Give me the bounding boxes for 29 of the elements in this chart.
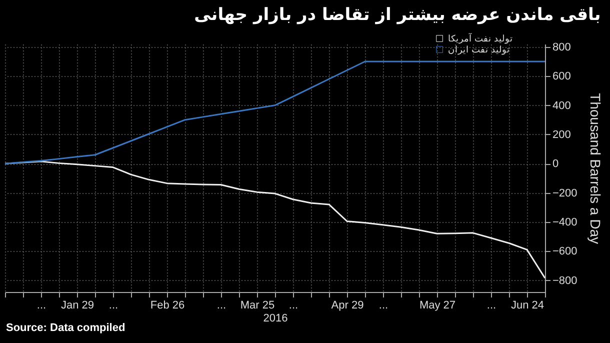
x-tick-label: ... <box>108 300 118 312</box>
x-tick-label: ... <box>378 300 388 312</box>
y-axis-title: Thousand Barrels a Day <box>587 93 604 244</box>
line-series <box>5 160 545 279</box>
x-axis-title: 2016 <box>263 312 288 324</box>
x-tick-label: Jun 24 <box>510 300 544 312</box>
x-tick-label: ... <box>486 300 496 312</box>
y-tick-label: 400 <box>552 100 571 112</box>
x-tick-label: ... <box>36 300 46 312</box>
y-tick-label: 600 <box>552 70 571 83</box>
x-tick-label: Mar 25 <box>240 300 275 312</box>
x-tick-label: Apr 29 <box>331 300 364 312</box>
y-tick-label: −800 <box>552 274 578 287</box>
x-tick-label: ... <box>216 300 226 312</box>
legend-label: تولید نفت آمریکا <box>448 32 514 44</box>
source-note: Source: Data compiled <box>6 322 126 334</box>
y-tick-label: −400 <box>552 216 578 228</box>
line-series <box>5 60 545 164</box>
y-tick-label: 0 <box>552 158 559 170</box>
y-tick-label: 800 <box>552 41 571 54</box>
y-tick-label: −200 <box>552 187 578 200</box>
y-tick-label: −600 <box>552 246 578 258</box>
x-tick-label: ... <box>288 300 298 312</box>
y-tick-label: 200 <box>552 128 571 141</box>
legend-label: تولید نفت ایران <box>448 44 510 56</box>
x-tick-label: Feb 26 <box>150 300 185 312</box>
x-tick-label: May 27 <box>419 300 456 312</box>
x-tick-label: Jan 29 <box>60 300 94 312</box>
chart-title: باقی ماندن عرضه بیشتر از تقاضا در بازار جهانی <box>194 5 601 25</box>
